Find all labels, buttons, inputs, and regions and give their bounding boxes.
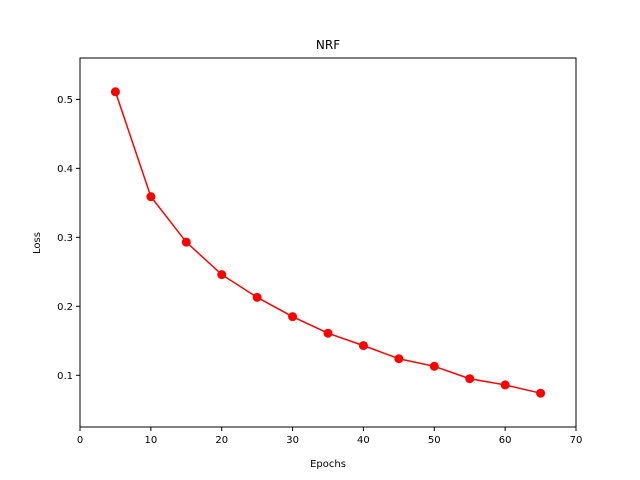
x-tick-label: 40 — [357, 435, 370, 446]
y-axis: 0.1 0.2 0.3 0.4 0.5 — [57, 95, 80, 382]
data-point — [181, 237, 191, 247]
y-tick-label: 0.4 — [57, 164, 73, 175]
data-point — [358, 341, 368, 351]
data-point — [110, 87, 120, 97]
data-point — [536, 388, 546, 398]
data-point — [465, 374, 475, 384]
plot-area — [110, 87, 546, 398]
data-point — [429, 361, 439, 371]
data-point — [217, 270, 227, 280]
data-point — [146, 192, 156, 202]
y-tick-label: 0.2 — [57, 302, 73, 313]
data-point — [394, 354, 404, 364]
x-tick-label: 0 — [77, 435, 83, 446]
data-point — [323, 328, 333, 338]
data-point — [252, 292, 262, 302]
x-tick-label: 60 — [499, 435, 512, 446]
x-tick-label: 20 — [215, 435, 228, 446]
x-tick-label: 50 — [428, 435, 441, 446]
data-point — [500, 380, 510, 390]
y-tick-label: 0.1 — [57, 371, 73, 382]
y-axis-label: Loss — [32, 232, 43, 254]
x-tick-label: 30 — [286, 435, 299, 446]
x-tick-label: 70 — [570, 435, 583, 446]
y-tick-label: 0.5 — [57, 95, 73, 106]
y-tick-label: 0.3 — [57, 233, 73, 244]
data-point — [288, 312, 298, 322]
x-axis: 0 10 20 30 40 50 60 70 — [77, 427, 583, 446]
x-axis-label: Epochs — [310, 459, 346, 470]
chart-title: NRF — [316, 38, 340, 52]
x-tick-label: 10 — [144, 435, 157, 446]
plot-frame — [79, 57, 577, 428]
